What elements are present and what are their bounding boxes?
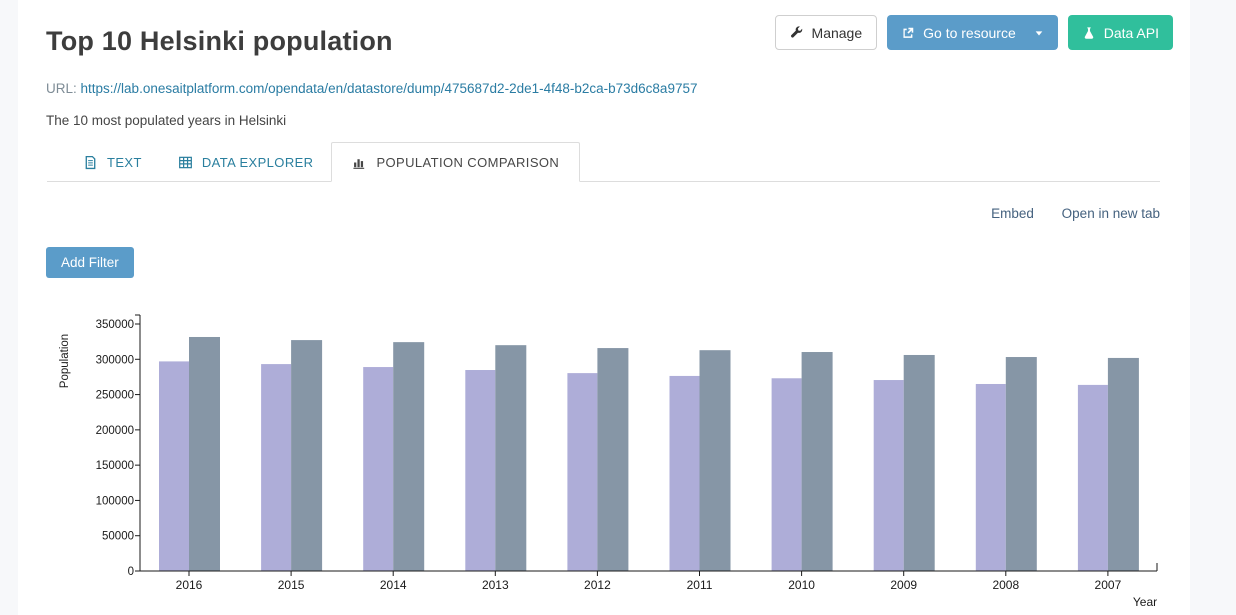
y-tick-label: 250000 [96, 390, 134, 402]
page-title: Top 10 Helsinki population [46, 26, 393, 56]
filter-row: Add Filter [18, 221, 1190, 278]
bar-2012-purple[interactable] [567, 373, 598, 571]
wrench-icon [790, 25, 804, 40]
data-api-button-label: Data API [1103, 24, 1159, 41]
bar-2016-gray[interactable] [189, 336, 220, 571]
x-tick-label: 2015 [278, 578, 305, 592]
x-tick-label: 2010 [788, 578, 815, 592]
y-tick-label: 350000 [96, 319, 134, 331]
y-tick-label: 50000 [102, 531, 134, 543]
bar-2011-purple[interactable] [669, 375, 700, 571]
bar-2013-purple[interactable] [465, 370, 496, 571]
bar-2009-gray[interactable] [903, 354, 935, 571]
tab-bar: TEXT DATA EXPLORER POPULATION COMPARISON [47, 142, 1160, 182]
tab-text-label: TEXT [107, 155, 142, 170]
toolbar: Manage Go to resource Data API [774, 15, 1173, 50]
manage-button-label: Manage [811, 24, 863, 41]
bar-2010-gray[interactable] [801, 352, 833, 571]
x-tick-label: 2012 [584, 578, 611, 592]
x-axis-title: Year [1133, 595, 1157, 609]
x-tick-label: 2016 [176, 578, 203, 592]
chevron-down-icon[interactable] [1034, 28, 1044, 38]
url-label: URL: [46, 81, 77, 96]
embed-link[interactable]: Embed [991, 206, 1034, 221]
x-tick-label: 2007 [1095, 578, 1122, 592]
x-tick-label: 2008 [992, 578, 1019, 592]
table-icon [178, 155, 193, 170]
go-to-resource-button-label: Go to resource [923, 24, 1016, 41]
resource-description: The 10 most populated years in Helsinki [46, 113, 287, 128]
content-panel: Top 10 Helsinki population Manage Go to … [18, 0, 1190, 615]
tab-population-comparison-label: POPULATION COMPARISON [376, 155, 560, 170]
bar-2008-gray[interactable] [1005, 357, 1037, 571]
bar-2016-purple[interactable] [159, 361, 189, 571]
bar-2010-purple[interactable] [771, 378, 802, 571]
tab-population-comparison[interactable]: POPULATION COMPARISON [331, 142, 581, 182]
tab-data-explorer[interactable]: DATA EXPLORER [160, 143, 332, 181]
bar-2015-purple[interactable] [261, 364, 292, 571]
chart-container: 0 50000 100000 150000 200000 250000 300000 3500… [18, 303, 1190, 615]
bar-chart-icon [352, 155, 367, 170]
tab-data-explorer-label: DATA EXPLORER [201, 155, 314, 170]
y-tick-label: 100000 [96, 495, 134, 507]
bar-2009-purple[interactable] [873, 380, 904, 571]
external-link-icon [901, 26, 915, 40]
go-to-resource-button[interactable]: Go to resource [887, 15, 1058, 50]
y-tick-label: 200000 [96, 425, 134, 437]
resource-url-link[interactable]: https://lab.onesaitplatform.com/opendata… [80, 81, 698, 96]
bar-2013-gray[interactable] [495, 345, 527, 571]
document-icon [83, 155, 98, 170]
bar-2007-gray[interactable] [1107, 357, 1139, 571]
view-links: Embed Open in new tab [18, 182, 1190, 221]
bar-2011-gray[interactable] [699, 350, 731, 571]
x-tick-label: 2009 [890, 578, 917, 592]
tab-text[interactable]: TEXT [65, 143, 160, 181]
x-tick-label: 2011 [687, 578, 713, 592]
bar-2012-gray[interactable] [597, 348, 629, 571]
y-axis-title: Population [59, 334, 71, 388]
bar-2008-purple[interactable] [975, 383, 1006, 571]
data-api-button[interactable]: Data API [1067, 15, 1173, 50]
open-in-new-tab-link[interactable]: Open in new tab [1061, 206, 1160, 221]
manage-button[interactable]: Manage [774, 15, 878, 50]
bar-2007-purple[interactable] [1077, 384, 1108, 571]
add-filter-button[interactable]: Add Filter [46, 247, 134, 278]
bar-2014-gray[interactable] [393, 342, 425, 571]
x-tick-label: 2014 [380, 578, 407, 592]
resource-url-row: URL: https://lab.onesaitplatform.com/ope… [18, 57, 1190, 96]
population-chart[interactable]: 0 50000 100000 150000 200000 250000 300000 3500… [18, 303, 1190, 615]
x-tick-label: 2013 [482, 578, 509, 592]
y-tick-label: 150000 [96, 460, 134, 472]
bar-2014-purple[interactable] [363, 367, 394, 571]
y-tick-label: 0 [128, 566, 134, 578]
flask-icon [1082, 26, 1096, 40]
bar-2015-gray[interactable] [291, 340, 323, 571]
y-tick-label: 300000 [96, 354, 134, 366]
